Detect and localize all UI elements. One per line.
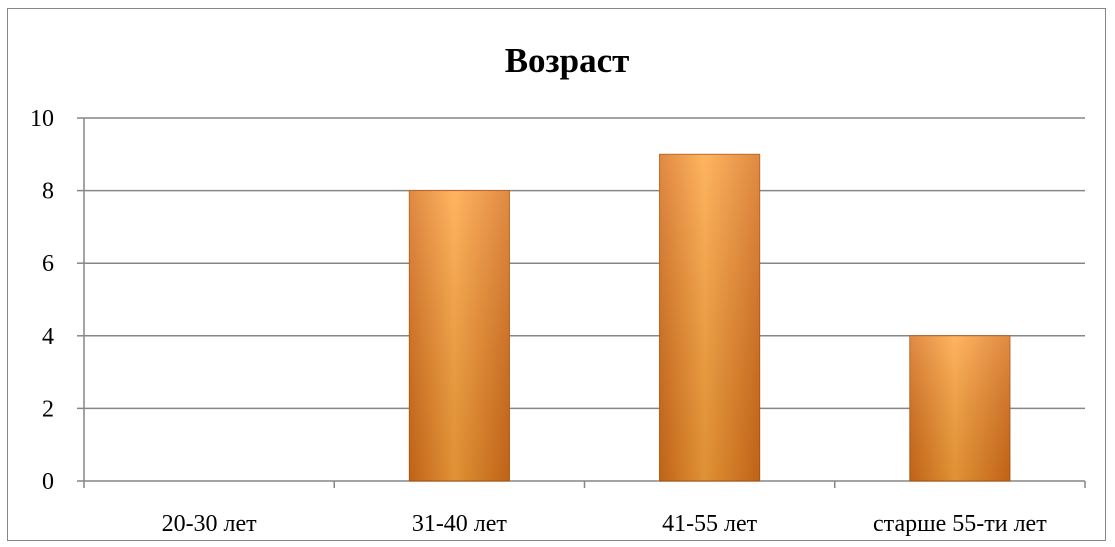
x-tick-label: старше 55-ти лет [873, 511, 1047, 537]
y-tick-label: 6 [42, 251, 54, 277]
axes [77, 117, 1086, 488]
y-tick-labels: 0 2 4 6 8 10 [30, 106, 54, 495]
y-tick-label: 2 [42, 396, 54, 422]
bars [408, 153, 1011, 482]
y-tick-label: 10 [30, 106, 54, 132]
x-tick-label: 20-30 лет [162, 511, 258, 537]
x-tick-label: 41-55 лет [662, 511, 758, 537]
y-tick-label: 4 [42, 324, 54, 350]
x-tick-label: 31-40 лет [412, 511, 508, 537]
chart-title: Возраст [505, 41, 630, 80]
y-tick-label: 0 [42, 469, 54, 495]
y-tick-label: 8 [42, 179, 54, 205]
x-tick-labels: 20-30 лет 31-40 лет 41-55 лет старше 55-ти … [162, 511, 1048, 537]
bar-shading [659, 154, 760, 482]
bar-shading [909, 335, 1010, 481]
bar-shading [409, 190, 510, 481]
